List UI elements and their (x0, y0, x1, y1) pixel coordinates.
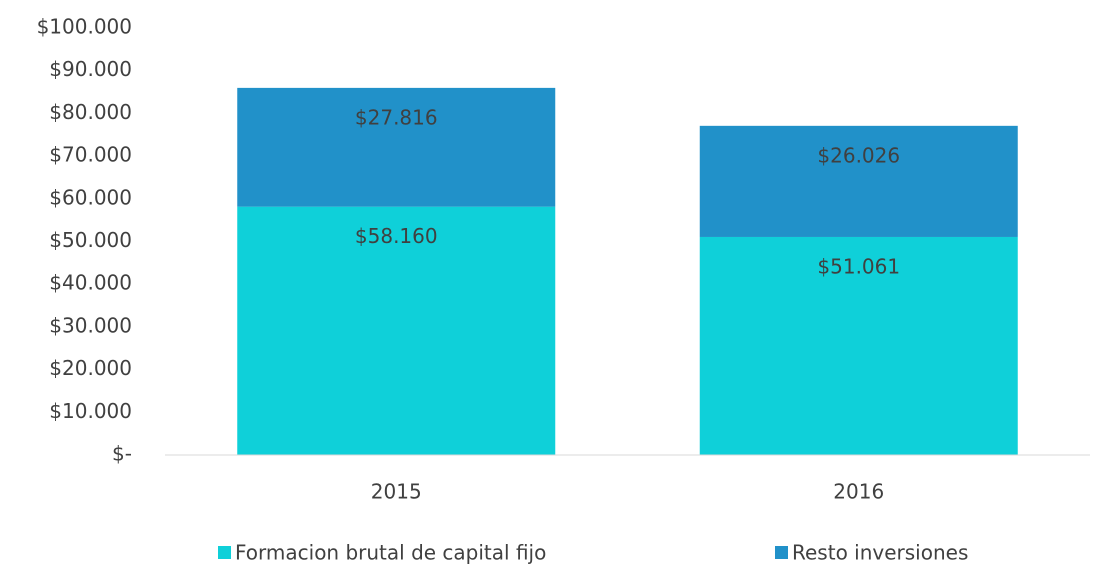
y-tick-label: $100.000 (37, 15, 132, 39)
bar (237, 206, 556, 455)
legend-swatch (218, 546, 231, 559)
y-tick-label: $70.000 (49, 143, 132, 167)
y-tick-label: $80.000 (49, 100, 132, 124)
y-tick-label: $40.000 (49, 271, 132, 295)
value-label: $26.026 (817, 143, 900, 167)
x-tick-label: 2016 (833, 480, 884, 504)
value-label: $51.061 (817, 254, 900, 278)
y-tick-label: $- (112, 442, 132, 466)
y-tick-label: $90.000 (49, 57, 132, 81)
y-tick-label: $50.000 (49, 228, 132, 252)
bar (699, 236, 1018, 455)
bar (699, 125, 1018, 237)
value-label: $27.816 (355, 105, 438, 129)
y-tick-label: $60.000 (49, 185, 132, 209)
y-tick-label: $20.000 (49, 356, 132, 380)
legend-label: Formacion brutal de capital fijo (235, 541, 546, 565)
y-tick-label: $10.000 (49, 399, 132, 423)
y-tick-label: $30.000 (49, 313, 132, 337)
legend-swatch (775, 546, 788, 559)
value-label: $58.160 (355, 224, 438, 248)
legend-label: Resto inversiones (792, 541, 968, 565)
bar (237, 87, 556, 207)
x-tick-label: 2015 (371, 480, 422, 504)
